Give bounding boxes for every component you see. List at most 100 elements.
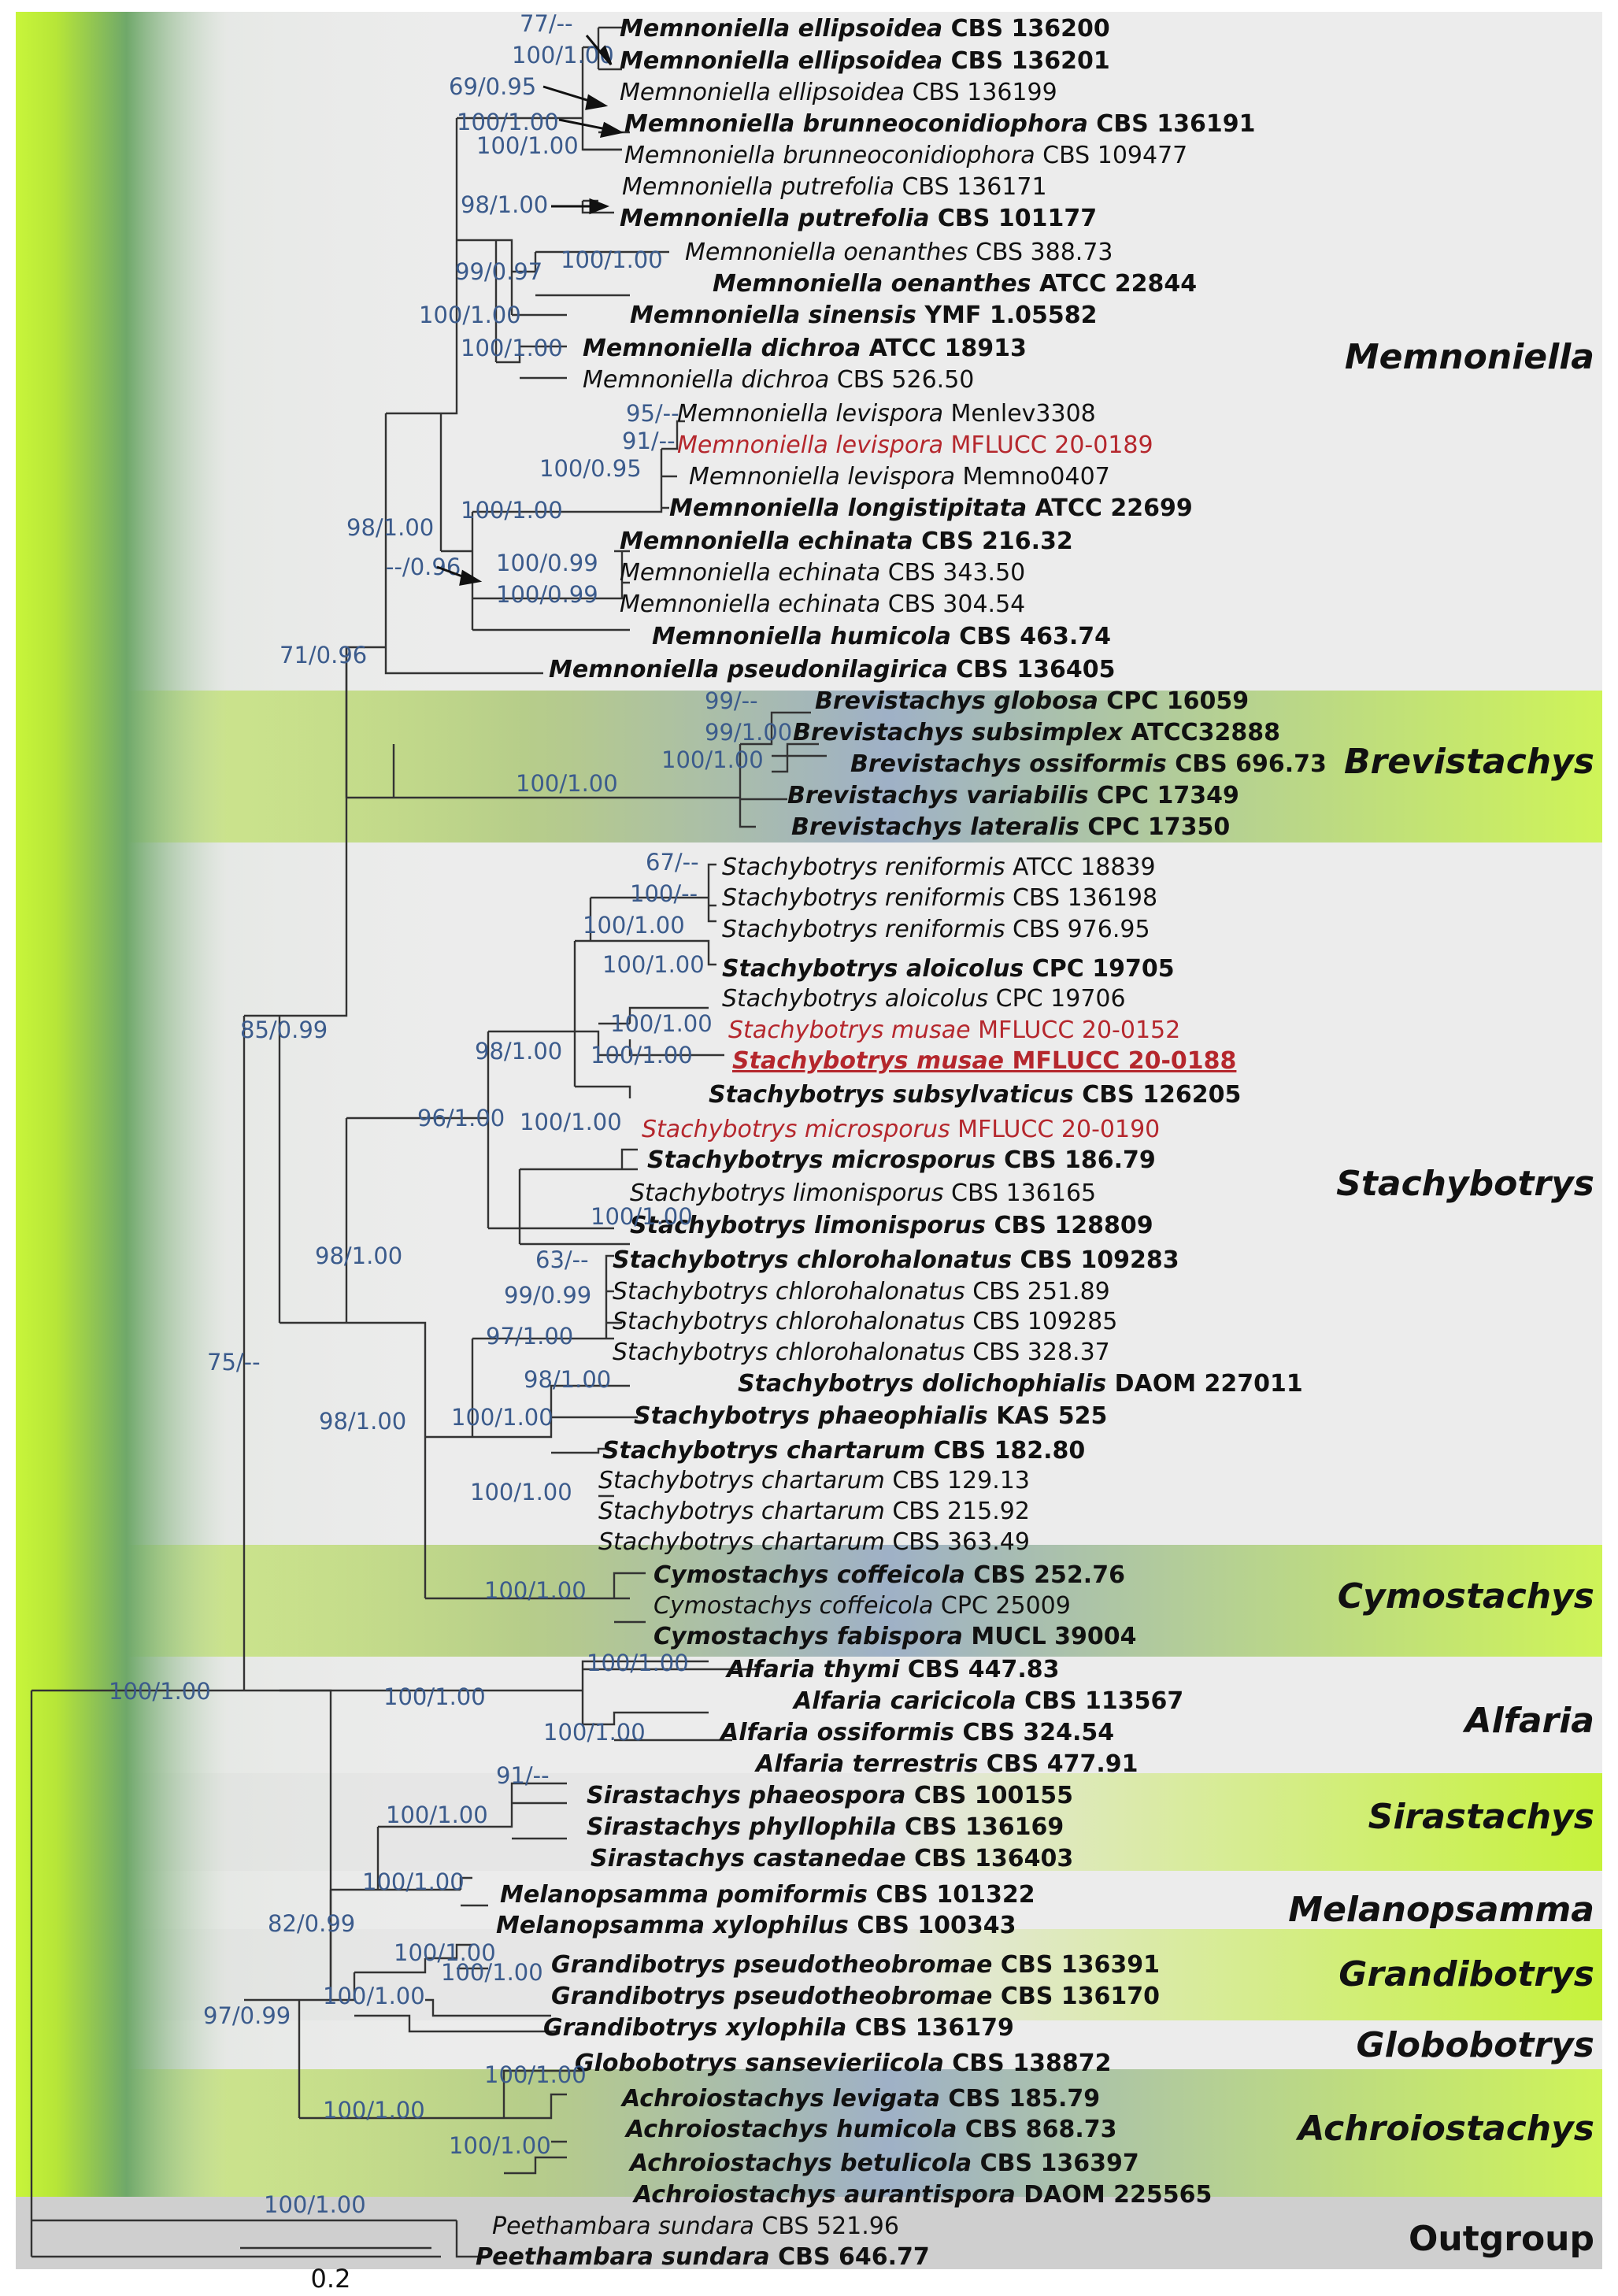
- taxon-label: Achroiostachys betulicola CBS 136397: [628, 2150, 1139, 2177]
- taxon-label: Memnoniella oenanthes ATCC 22844: [713, 270, 1197, 298]
- support-value: 100/1.00: [386, 1802, 488, 1828]
- taxon-label: Peethambara sundara CBS 646.77: [476, 2243, 930, 2271]
- support-value: 98/1.00: [524, 1366, 611, 1393]
- support-value: 98/1.00: [315, 1242, 402, 1269]
- taxon-label: Memnoniella echinata CBS 343.50: [620, 559, 1025, 587]
- taxon-label: Stachybotrys reniformis ATCC 18839: [722, 854, 1156, 881]
- taxon-label: Memnoniella brunneoconidiophora CBS 1361…: [624, 110, 1255, 138]
- taxon-label: Grandibotrys pseudotheobromae CBS 136170: [551, 1983, 1160, 2010]
- taxon-label: Brevistachys globosa CPC 16059: [815, 687, 1249, 715]
- support-value: 100/1.00: [561, 246, 663, 273]
- taxon-label: Memnoniella echinata CBS 304.54: [620, 591, 1025, 618]
- support-value: 98/1.00: [461, 191, 548, 218]
- taxon-label: Sirastachys castanedae CBS 136403: [591, 1845, 1073, 1872]
- taxon-label: Brevistachys lateralis CPC 17350: [791, 813, 1230, 841]
- support-value: 100/1.00: [441, 1959, 543, 1986]
- support-value: 100/1.00: [451, 1404, 554, 1431]
- taxon-label: Memnoniella oenanthes CBS 388.73: [685, 239, 1113, 266]
- support-value: 99/0.97: [455, 258, 542, 285]
- taxon-label: Stachybotrys musae MFLUCC 20-0152: [728, 1017, 1180, 1044]
- support-value: 100/1.00: [516, 770, 618, 797]
- scale-bar-label: 0.2: [311, 2264, 351, 2294]
- taxon-label: Alfaria ossiformis CBS 324.54: [719, 1719, 1114, 1746]
- tree-branches: [30, 26, 827, 2258]
- taxon-label: Memnoniella levispora Memno0407: [689, 463, 1110, 491]
- support-value: 100/1.00: [457, 109, 559, 135]
- support-value: 77/--: [520, 10, 573, 37]
- support-value: 98/1.00: [475, 1038, 562, 1065]
- support-value: 100/1.00: [461, 335, 563, 361]
- taxon-label: Memnoniella dichroa CBS 526.50: [583, 366, 974, 394]
- taxon-label: Memnoniella levispora Menlev3308: [677, 400, 1096, 428]
- support-value: 99/--: [705, 687, 758, 714]
- taxon-label: Stachybotrys microsporus CBS 186.79: [647, 1146, 1156, 1174]
- taxon-label: Cymostachys coffeicola CBS 252.76: [653, 1561, 1125, 1589]
- support-value: 100/1.00: [362, 1868, 465, 1895]
- taxon-label: Memnoniella brunneoconidiophora CBS 1094…: [624, 142, 1187, 169]
- support-value: 100/1.00: [591, 1042, 693, 1068]
- clade-name-achroiostachys: Achroiostachys: [1295, 2109, 1594, 2149]
- support-value: 100/0.99: [496, 550, 598, 576]
- taxon-label: Grandibotrys pseudotheobromae CBS 136391: [551, 1951, 1160, 1979]
- taxon-label: Stachybotrys aloicolus CPC 19705: [722, 955, 1175, 983]
- support-value: 99/1.00: [705, 719, 792, 746]
- clade-name-stachybotrys: Stachybotrys: [1336, 1164, 1594, 1204]
- support-value: 91/--: [622, 428, 676, 454]
- taxon-label: Memnoniella putrefolia CBS 136171: [622, 173, 1047, 201]
- taxon-label: Peethambara sundara CBS 521.96: [492, 2213, 899, 2240]
- taxon-label: Brevistachys variabilis CPC 17349: [787, 782, 1239, 809]
- support-value: 100/1.00: [591, 1203, 693, 1230]
- taxon-label: Stachybotrys aloicolus CPC 19706: [722, 985, 1126, 1013]
- taxon-label: Achroiostachys humicola CBS 868.73: [624, 2116, 1117, 2143]
- taxon-label: Memnoniella ellipsoidea CBS 136201: [620, 47, 1110, 75]
- taxon-label: Stachybotrys chartarum CBS 363.49: [598, 1528, 1030, 1556]
- taxon-label: Sirastachys phyllophila CBS 136169: [587, 1813, 1064, 1841]
- taxon-label: Memnoniella putrefolia CBS 101177: [620, 205, 1097, 232]
- taxon-label: Memnoniella ellipsoidea CBS 136199: [620, 79, 1057, 106]
- taxon-label: Grandibotrys xylophila CBS 136179: [543, 2014, 1014, 2042]
- support-value: 100/0.95: [539, 455, 642, 482]
- support-value: 100/1.00: [476, 132, 579, 159]
- support-value: 100/1.00: [383, 1683, 486, 1710]
- support-value: 100/1.00: [109, 1678, 211, 1705]
- support-value: 100/1.00: [583, 912, 685, 939]
- clade-name-grandibotrys: Grandibotrys: [1338, 1954, 1594, 1994]
- taxon-label: Brevistachys subsimplex ATCC32888: [793, 719, 1280, 746]
- taxon-label: Stachybotrys chartarum CBS 215.92: [598, 1498, 1030, 1525]
- support-value: 100/1.00: [543, 1719, 646, 1746]
- taxon-label: Stachybotrys limonisporus CBS 128809: [630, 1212, 1153, 1239]
- clade-name-outgroup: Outgroup: [1409, 2219, 1594, 2259]
- taxon-label: Stachybotrys reniformis CBS 136198: [722, 884, 1157, 912]
- taxon-label: Stachybotrys phaeophialis KAS 525: [634, 1402, 1107, 1430]
- support-value: 91/--: [496, 1762, 550, 1789]
- support-value: 85/0.99: [240, 1017, 328, 1043]
- taxon-label: Brevistachys ossiformis CBS 696.73: [850, 750, 1327, 778]
- taxon-label: Melanopsamma xylophilus CBS 100343: [496, 1912, 1016, 1939]
- support-value: 98/1.00: [346, 514, 434, 541]
- support-value: 100/0.99: [496, 581, 598, 608]
- support-value: 96/1.00: [417, 1105, 505, 1131]
- support-value: 75/--: [207, 1349, 261, 1376]
- support-value: 100/1.00: [512, 42, 614, 69]
- taxon-label: Memnoniella dichroa ATCC 18913: [583, 335, 1027, 362]
- taxon-label: Memnoniella sinensis YMF 1.05582: [630, 302, 1097, 329]
- support-value: 100/1.00: [264, 2191, 366, 2218]
- support-values: 77/--100/1.0069/0.95100/1.00100/1.0098/1…: [109, 10, 792, 2218]
- support-value: 100/1.00: [661, 746, 764, 773]
- taxon-label: Sirastachys phaeospora CBS 100155: [587, 1782, 1073, 1809]
- taxon-label: Cymostachys coffeicola CPC 25009: [653, 1592, 1071, 1620]
- support-value: 100/1.00: [449, 2132, 551, 2159]
- taxon-label: Memnoniella echinata CBS 216.32: [620, 528, 1073, 555]
- support-value: 99/0.99: [504, 1282, 591, 1309]
- support-value: 100/1.00: [484, 2061, 587, 2088]
- taxon-label: Stachybotrys microsporus MFLUCC 20-0190: [642, 1116, 1160, 1143]
- support-value: 100/1.00: [602, 951, 705, 978]
- support-value: 71/0.96: [280, 642, 367, 668]
- scale-bar: 0.2: [240, 2246, 431, 2294]
- taxon-label: Stachybotrys chlorohalonatus CBS 109285: [613, 1308, 1117, 1335]
- support-value: 100/1.00: [610, 1010, 713, 1037]
- taxon-label: Stachybotrys dolichophialis DAOM 227011: [738, 1370, 1303, 1398]
- support-value: 63/--: [535, 1246, 589, 1273]
- taxon-label: Stachybotrys chlorohalonatus CBS 251.89: [613, 1278, 1110, 1305]
